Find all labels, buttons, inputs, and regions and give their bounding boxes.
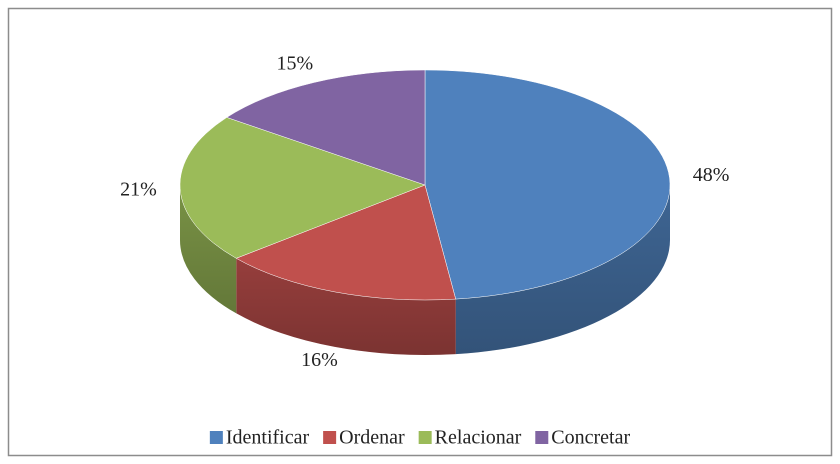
legend-label: Relacionar <box>435 427 522 449</box>
legend-label: Identificar <box>226 427 310 449</box>
data-label: 16% <box>301 349 338 371</box>
legend-label: Concretar <box>551 427 630 449</box>
pie-side-shade <box>236 258 456 355</box>
legend-label: Ordenar <box>339 427 405 449</box>
pie-slice <box>424 69 671 300</box>
pie-slice <box>226 69 426 186</box>
pie-slice <box>235 184 457 301</box>
data-label: 21% <box>120 179 157 201</box>
legend: Identificar Ordenar Relacionar Concretar <box>209 427 630 449</box>
data-label: 15% <box>277 53 314 75</box>
pie-side-shade <box>180 185 237 314</box>
pie-slice <box>179 117 426 259</box>
pie-side-shade <box>455 185 670 355</box>
legend-swatch <box>418 431 432 444</box>
legend-swatch <box>323 431 337 444</box>
legend-swatch <box>535 431 549 444</box>
legend-swatch <box>209 431 223 444</box>
data-label: 48% <box>693 164 730 186</box>
